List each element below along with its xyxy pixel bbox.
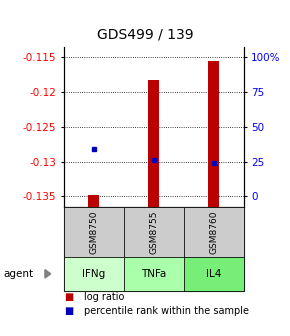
Text: IFNg: IFNg bbox=[82, 269, 105, 279]
Text: IL4: IL4 bbox=[206, 269, 221, 279]
Text: log ratio: log ratio bbox=[84, 292, 124, 302]
Text: GSM8750: GSM8750 bbox=[89, 210, 98, 254]
Text: ■: ■ bbox=[64, 292, 73, 302]
Polygon shape bbox=[45, 269, 51, 278]
Bar bbox=[208, 61, 219, 207]
Text: percentile rank within the sample: percentile rank within the sample bbox=[84, 306, 249, 316]
Text: agent: agent bbox=[3, 269, 33, 279]
Text: ■: ■ bbox=[64, 306, 73, 316]
Bar bbox=[88, 195, 99, 207]
Text: GDS499 / 139: GDS499 / 139 bbox=[97, 28, 193, 42]
Text: GSM8760: GSM8760 bbox=[209, 210, 218, 254]
Bar bbox=[148, 80, 159, 207]
Text: TNFa: TNFa bbox=[141, 269, 166, 279]
Text: GSM8755: GSM8755 bbox=[149, 210, 158, 254]
